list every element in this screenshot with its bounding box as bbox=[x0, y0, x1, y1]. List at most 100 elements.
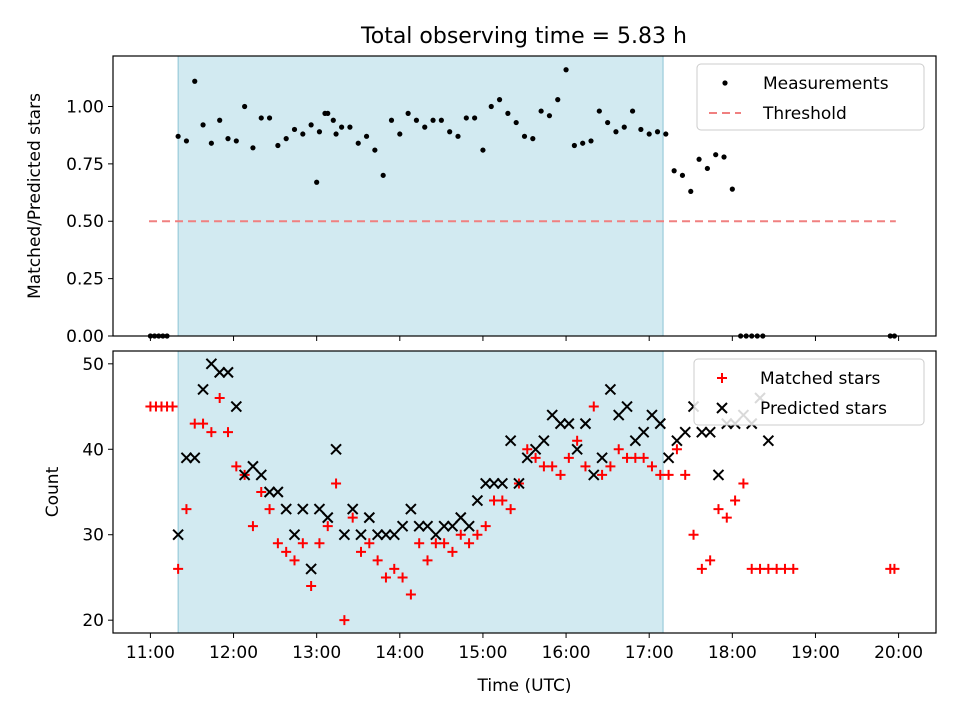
matched-point bbox=[322, 521, 333, 532]
measurement-point bbox=[621, 124, 627, 130]
y-tick-label: 20 bbox=[82, 611, 104, 631]
measurement-point bbox=[688, 188, 694, 195]
predicted-point bbox=[538, 435, 550, 447]
matched-point bbox=[297, 538, 308, 549]
y-axis-label: Matched/Predicted stars bbox=[25, 93, 45, 299]
matched-point bbox=[638, 452, 649, 463]
predicted-point bbox=[563, 417, 575, 430]
matched-point bbox=[889, 563, 900, 574]
measurement-point bbox=[530, 136, 536, 142]
measurement-point bbox=[233, 138, 239, 144]
measurement-point bbox=[496, 97, 503, 103]
matched-point bbox=[272, 538, 283, 549]
predicted-point bbox=[513, 477, 525, 490]
measurement-point bbox=[563, 67, 569, 73]
matched-point bbox=[788, 563, 799, 574]
predicted-point bbox=[322, 511, 334, 524]
predicted-point bbox=[662, 452, 675, 464]
measurement-point bbox=[208, 140, 214, 146]
legend-marker-predicted bbox=[716, 402, 728, 414]
measurement-point bbox=[605, 119, 611, 126]
matched-point bbox=[422, 555, 433, 566]
predicted-point bbox=[546, 409, 558, 421]
y-tick-label: 30 bbox=[82, 526, 104, 546]
x-tick-label: 14:00 bbox=[375, 643, 424, 663]
measurement-point bbox=[546, 113, 553, 119]
measurement-point bbox=[729, 186, 735, 192]
legend-label: Measurements bbox=[763, 74, 889, 94]
predicted-point bbox=[488, 477, 500, 490]
x-tick-label: 16:00 bbox=[542, 643, 591, 663]
measurement-point bbox=[721, 154, 727, 160]
measurement-point bbox=[363, 133, 370, 139]
predicted-point bbox=[455, 511, 467, 524]
y-tick-label: 0.25 bbox=[66, 270, 104, 290]
measurement-point bbox=[488, 103, 494, 110]
predicted-point bbox=[238, 469, 251, 481]
x-tick-label: 13:00 bbox=[292, 643, 341, 663]
predicted-point bbox=[371, 529, 384, 541]
x-tick-label: 17:00 bbox=[625, 643, 674, 663]
matched-point bbox=[472, 529, 483, 540]
predicted-point bbox=[380, 529, 392, 541]
measurement-point bbox=[217, 117, 223, 123]
observing-span bbox=[177, 55, 664, 337]
measurement-point bbox=[696, 156, 702, 162]
matched-point bbox=[613, 444, 624, 455]
predicted-point bbox=[222, 366, 234, 379]
measurement-point bbox=[314, 179, 320, 185]
matched-point bbox=[597, 469, 608, 480]
predicted-point bbox=[762, 435, 775, 447]
measurement-point bbox=[355, 140, 361, 146]
predicted-point bbox=[247, 460, 259, 473]
chart-title: Total observing time = 5.83 h bbox=[360, 24, 687, 49]
x-tick-label: 18:00 bbox=[708, 643, 757, 663]
matched-point bbox=[347, 512, 358, 523]
predicted-point bbox=[679, 426, 691, 438]
x-tick-label: 19:00 bbox=[791, 643, 840, 663]
series-matched-stars bbox=[145, 393, 900, 626]
matched-point bbox=[405, 589, 416, 600]
measurement-point bbox=[472, 115, 478, 121]
measurement-point bbox=[300, 131, 306, 137]
measurement-point bbox=[250, 145, 256, 151]
measurement-point bbox=[388, 117, 395, 123]
matched-point bbox=[356, 546, 367, 557]
matched-point bbox=[256, 487, 267, 497]
predicted-point bbox=[446, 520, 459, 532]
predicted-point bbox=[704, 426, 716, 438]
measurement-point bbox=[405, 110, 411, 116]
matched-point bbox=[380, 572, 391, 583]
matched-point bbox=[389, 563, 400, 574]
predicted-point bbox=[172, 529, 184, 541]
bottom-panel: 20 30 40 50 11:00 12:00 13:00 14:00 15:00 16:00 17… bbox=[43, 350, 937, 696]
matched-point bbox=[671, 444, 682, 455]
measurement-point bbox=[200, 122, 206, 128]
measurement-point bbox=[283, 136, 289, 142]
predicted-point bbox=[696, 426, 708, 438]
predicted-point bbox=[272, 486, 284, 498]
predicted-point bbox=[421, 520, 434, 532]
matched-point bbox=[555, 469, 566, 480]
measurement-point bbox=[571, 142, 577, 149]
matched-point bbox=[713, 504, 724, 515]
measurement-point bbox=[339, 124, 345, 130]
measurement-point bbox=[430, 117, 436, 123]
predicted-point bbox=[305, 563, 317, 575]
predicted-point bbox=[388, 529, 400, 541]
measurement-point bbox=[225, 136, 231, 142]
predicted-point bbox=[430, 529, 442, 541]
predicted-point bbox=[263, 486, 276, 498]
matched-point bbox=[247, 521, 258, 532]
predicted-point bbox=[629, 435, 642, 447]
predicted-point bbox=[521, 452, 533, 464]
series-predicted-stars bbox=[172, 358, 775, 575]
measurement-point bbox=[275, 142, 281, 149]
matched-point bbox=[281, 546, 292, 557]
measurement-point bbox=[704, 165, 710, 172]
matched-point bbox=[464, 538, 475, 549]
predicted-point bbox=[255, 469, 267, 481]
measurement-point bbox=[629, 108, 636, 114]
